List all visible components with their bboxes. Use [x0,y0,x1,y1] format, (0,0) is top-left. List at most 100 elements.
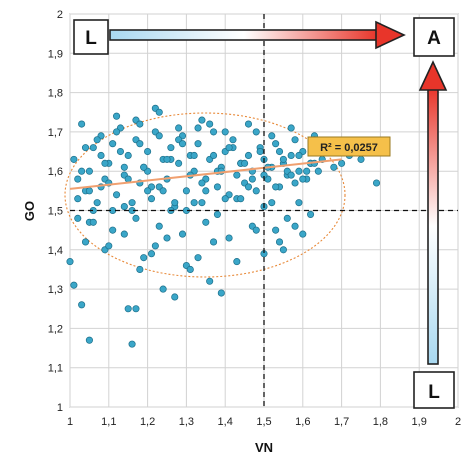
data-point [295,167,303,175]
data-point [198,116,206,124]
data-point [279,155,287,163]
data-point [128,340,136,348]
data-point [124,175,132,183]
data-point [93,199,101,207]
r-squared-annotation: R² = 0,0257 [307,136,391,157]
y-axis-ticks: 1 1,1 1,2 1,3 1,4 1,5 1,6 1,7 1,8 1,9 2 [48,9,63,414]
corner-label-top-left: L [85,28,97,49]
data-point [268,199,276,207]
data-point [291,222,299,230]
data-point [213,183,221,191]
y-tick-label: 2 [57,9,63,21]
data-point [225,234,233,242]
x-tick-label: 1,7 [334,416,349,428]
data-point [252,226,260,234]
data-point [132,305,140,313]
data-point [175,124,183,132]
data-point [66,258,74,266]
data-point [307,210,315,218]
data-point [89,218,97,226]
x-tick-label: 1,6 [295,416,310,428]
data-point [338,159,346,167]
data-point [171,199,179,207]
data-point [113,191,121,199]
data-point [202,187,210,195]
data-point [244,183,253,191]
y-tick-label: 1,7 [48,127,63,139]
y-tick-label: 1,8 [48,88,63,100]
data-point [330,163,338,171]
data-point [229,136,237,144]
y-axis-title: GO [22,201,37,221]
x-tick-label: 1,5 [256,416,271,428]
y-tick-label: 1,4 [48,245,63,257]
data-point [124,305,132,313]
data-point [81,144,90,152]
data-point [78,120,86,128]
data-point [167,144,175,152]
data-point [295,151,303,160]
data-point [275,148,284,156]
trendline [69,158,342,190]
data-point [74,214,82,222]
data-point [221,195,229,203]
data-point [244,151,253,160]
data-point [206,277,214,285]
data-point [194,124,202,132]
data-point [74,175,82,183]
data-point [155,108,163,116]
data-point [198,199,206,207]
data-point [144,148,152,156]
data-point [252,187,260,195]
data-point [186,265,194,274]
confidence-ellipse [64,112,346,278]
data-point [120,163,128,171]
x-tick-label: 1,2 [140,416,155,428]
data-point [151,242,159,250]
data-point [252,128,260,136]
data-point [113,128,121,136]
data-point [163,234,171,242]
data-point [159,187,167,195]
data-point [120,230,128,238]
y-tick-label: 1,1 [48,363,63,375]
vertical-arrow [418,60,448,365]
data-point [295,199,303,207]
x-tick-label: 1,4 [218,416,233,428]
data-point [291,136,299,144]
data-point [155,132,163,140]
data-point [132,214,140,222]
x-axis-title: VN [255,440,273,455]
data-point [155,222,163,230]
data-point [221,128,229,136]
x-tick-label: 1 [67,416,73,428]
data-point [120,203,128,211]
data-point [241,159,249,167]
data-point [202,218,210,226]
data-point [81,238,90,246]
data-point [140,163,148,171]
data-point [144,187,152,195]
data-point [163,155,171,163]
data-point [291,179,299,187]
y-tick-label: 1,2 [48,323,63,335]
data-point [233,258,241,266]
data-point [97,151,105,160]
data-point [74,195,82,203]
data-point [287,151,295,160]
data-point [233,171,241,179]
data-point [101,159,109,167]
x-tick-label: 1,1 [101,416,116,428]
x-tick-label: 1,8 [373,416,388,428]
data-point [299,230,307,238]
data-point [78,167,86,175]
data-point [85,167,93,175]
data-point [93,136,101,144]
data-point [147,250,156,258]
data-point [283,214,291,222]
data-point [372,179,381,187]
data-point [194,140,202,148]
corner-box-top-right: A [413,17,455,57]
data-point [136,120,144,128]
data-point [190,151,198,160]
